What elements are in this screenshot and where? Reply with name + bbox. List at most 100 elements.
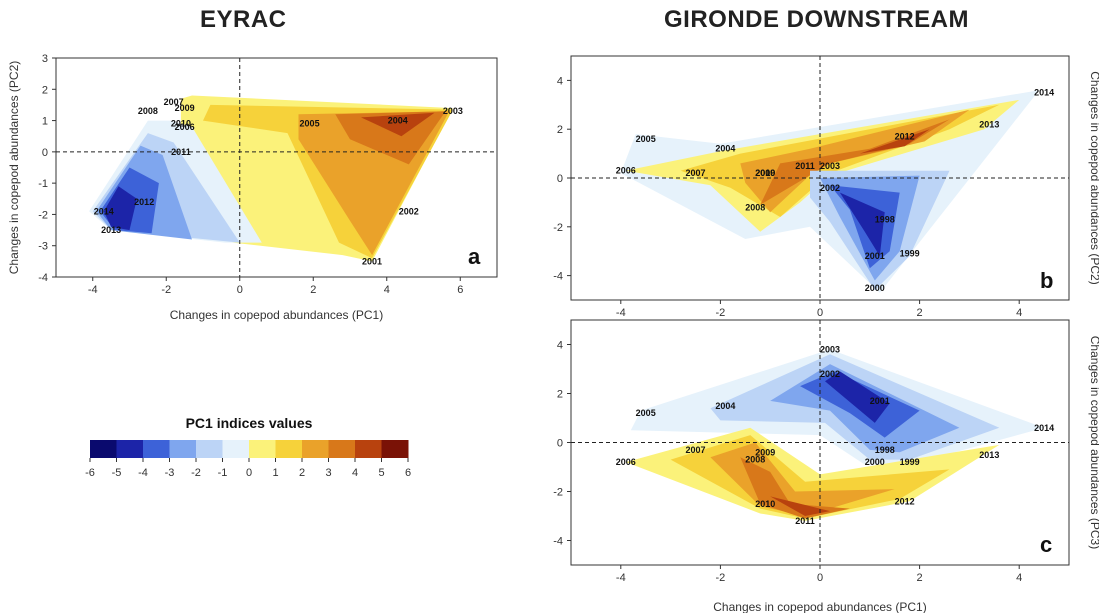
legend-swatch xyxy=(328,440,356,458)
legend-tick-label: -4 xyxy=(138,467,148,479)
y-tick-label: 3 xyxy=(42,53,48,65)
legend-swatch xyxy=(90,440,117,458)
year-point-label: 2002 xyxy=(820,369,840,379)
legend-swatch xyxy=(355,440,382,458)
legend-tick-label: 1 xyxy=(272,467,278,479)
year-point-label: 2008 xyxy=(745,202,765,212)
year-point-label: 2014 xyxy=(1034,88,1054,98)
panel-letter: a xyxy=(468,244,481,269)
year-point-label: 2006 xyxy=(616,457,636,467)
legend-tick-label: -1 xyxy=(218,467,228,479)
year-point-label: 2005 xyxy=(636,408,656,418)
x-axis-label: Changes in copepod abundances (PC1) xyxy=(713,600,926,613)
year-point-label: 2013 xyxy=(979,450,999,460)
x-tick-label: 4 xyxy=(1016,572,1022,584)
contour-region xyxy=(103,186,137,231)
year-point-label: 2007 xyxy=(685,168,705,178)
legend-tick-label: 4 xyxy=(352,467,358,479)
y-tick-label: -1 xyxy=(38,178,48,190)
color-legend: PC1 indices values -6 -5 -4 -3 -2 -1 0 1 2 3 4 5 6 xyxy=(85,415,411,479)
y-tick-label: -2 xyxy=(553,222,563,234)
y-tick-label: -2 xyxy=(38,209,48,221)
panel-a: -4 -2 0 2 4 6 -4 -3 -2 -1 0 1 2 3 Changes in copepod a… xyxy=(7,53,498,322)
year-point-label: 2010 xyxy=(755,499,775,509)
x-tick-label: 4 xyxy=(1016,307,1022,319)
contour-region xyxy=(361,112,435,137)
y-axis-label: Changes in copepod abundances (PC3) xyxy=(1088,336,1099,549)
legend-tick-label: 3 xyxy=(325,467,331,479)
panel-letter: b xyxy=(1040,268,1053,293)
right-title: GIRONDE DOWNSTREAM xyxy=(664,6,969,33)
year-point-label: 2014 xyxy=(94,206,114,216)
year-point-label: 1999 xyxy=(900,249,920,259)
y-tick-label: -3 xyxy=(38,241,48,253)
year-point-label: 2007 xyxy=(685,445,705,455)
x-tick-label: 0 xyxy=(817,307,823,319)
year-point-label: 2002 xyxy=(820,183,840,193)
year-point-label: 2012 xyxy=(134,197,154,207)
year-point-label: 2000 xyxy=(865,283,885,293)
legend-tick-label: -5 xyxy=(112,467,122,479)
contour-region xyxy=(740,457,850,519)
legend-swatch xyxy=(143,440,170,458)
x-tick-label: -2 xyxy=(716,572,726,584)
year-point-label: 2011 xyxy=(171,147,191,157)
year-point-label: 2002 xyxy=(399,206,419,216)
legend-swatch xyxy=(169,440,197,458)
year-point-label: 2001 xyxy=(870,396,890,406)
x-tick-label: -4 xyxy=(616,307,626,319)
y-tick-label: 1 xyxy=(42,116,48,128)
legend-swatch xyxy=(249,440,276,458)
year-point-label: 2009 xyxy=(175,103,195,113)
year-point-label: 2010 xyxy=(171,119,191,129)
y-tick-label: 2 xyxy=(42,84,48,96)
legend-swatch xyxy=(116,440,144,458)
legend-tick-label: 0 xyxy=(246,467,252,479)
x-tick-label: -4 xyxy=(88,284,98,296)
y-axis-label: Changes in copepod abundances (PC2) xyxy=(1088,71,1099,284)
y-tick-label: -4 xyxy=(553,536,563,548)
year-point-label: 2005 xyxy=(300,119,320,129)
contour-region xyxy=(335,111,446,165)
year-point-label: 2005 xyxy=(636,134,656,144)
year-point-label: 2004 xyxy=(715,401,735,411)
x-tick-label: 0 xyxy=(817,572,823,584)
year-point-label: 2001 xyxy=(865,251,885,261)
year-point-label: 2003 xyxy=(820,344,840,354)
x-tick-label: -4 xyxy=(616,572,626,584)
x-tick-label: 2 xyxy=(917,572,923,584)
x-tick-label: -2 xyxy=(716,307,726,319)
legend-tick-label: -3 xyxy=(165,467,175,479)
legend-title: PC1 indices values xyxy=(186,415,313,431)
y-tick-label: -2 xyxy=(553,487,563,499)
legend-tick-label: -6 xyxy=(85,467,95,479)
y-tick-label: 2 xyxy=(557,389,563,401)
contour-region xyxy=(770,496,830,516)
y-tick-label: 4 xyxy=(557,340,563,352)
x-tick-label: 0 xyxy=(237,284,243,296)
year-point-label: 2012 xyxy=(895,132,915,142)
y-tick-label: 0 xyxy=(557,438,563,450)
contour-region xyxy=(710,442,895,516)
legend-tick-label: -2 xyxy=(191,467,201,479)
x-tick-label: 4 xyxy=(384,284,390,296)
year-point-label: 2008 xyxy=(745,455,765,465)
year-point-label: 2007 xyxy=(164,97,184,107)
y-axis-label: Changes in copepod abundances (PC2) xyxy=(7,61,21,274)
contour-region xyxy=(825,371,890,423)
legend-tick-label: 5 xyxy=(378,467,384,479)
x-tick-label: 2 xyxy=(917,307,923,319)
left-title: EYRAC xyxy=(200,6,287,33)
y-tick-label: -4 xyxy=(38,272,48,284)
year-point-label: 2006 xyxy=(616,166,636,176)
contour-region xyxy=(859,129,930,154)
year-point-label: 2011 xyxy=(795,516,815,526)
year-point-label: 2001 xyxy=(362,256,382,266)
y-tick-label: 2 xyxy=(557,124,563,136)
y-tick-label: 4 xyxy=(557,75,563,87)
year-point-label: 1998 xyxy=(875,445,895,455)
year-point-label: 2011 xyxy=(795,161,815,171)
panel-b: -4 -2 0 2 4 -4 -2 0 2 4 Changes in copepod abundan… xyxy=(553,55,1099,319)
year-point-label: 1999 xyxy=(900,457,920,467)
legend-tick-label: 2 xyxy=(299,467,305,479)
